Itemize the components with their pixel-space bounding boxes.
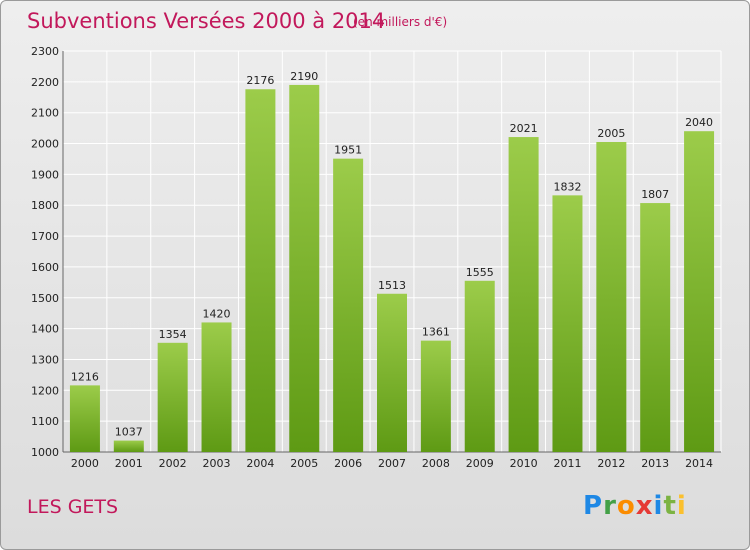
bar-2008 [420, 340, 451, 452]
y-tick-label: 1500 [31, 292, 59, 305]
y-tick-label: 1700 [31, 230, 59, 243]
value-label: 1037 [115, 426, 143, 439]
bar-2009 [464, 280, 495, 452]
bar-2010 [508, 137, 539, 452]
value-label: 1951 [334, 144, 362, 157]
bar-2000 [69, 385, 100, 452]
value-label: 1361 [422, 326, 450, 339]
bar-2004 [245, 89, 276, 452]
value-label: 1216 [71, 370, 99, 383]
commune-name: LES GETS [27, 496, 119, 518]
y-tick-label: 2100 [31, 107, 59, 120]
bar-2005 [289, 84, 320, 452]
x-tick-label: 2001 [115, 457, 143, 470]
x-tick-label: 2013 [641, 457, 669, 470]
value-label: 1513 [378, 279, 406, 292]
x-tick-label: 2012 [597, 457, 625, 470]
x-tick-label: 2002 [159, 457, 187, 470]
y-tick-label: 1200 [31, 384, 59, 397]
bar-2012 [596, 141, 627, 452]
bar-2001 [113, 440, 144, 452]
chart-unit: (en milliers d'€) [353, 15, 448, 29]
y-tick-label: 1000 [31, 446, 59, 459]
x-tick-label: 2014 [685, 457, 713, 470]
value-label: 1354 [159, 328, 187, 341]
y-tick-label: 1600 [31, 261, 59, 274]
value-label: 2021 [510, 122, 538, 135]
value-label: 1420 [203, 307, 231, 320]
x-tick-label: 2006 [334, 457, 362, 470]
y-tick-label: 1300 [31, 353, 59, 366]
bar-2011 [552, 195, 583, 453]
y-tick-label: 1800 [31, 199, 59, 212]
value-label: 2005 [597, 127, 625, 140]
bar-2002 [157, 342, 188, 452]
bar-2013 [640, 203, 671, 452]
bar-2007 [377, 293, 407, 452]
x-tick-label: 2003 [203, 457, 231, 470]
value-labels: 1216 1037 1354 1420 2176 2190 1951 1513 1361 1555… [71, 70, 713, 439]
bar-2014 [684, 131, 715, 452]
y-tick-label: 2000 [31, 138, 59, 151]
y-tick-label: 1100 [31, 415, 59, 428]
chart-title: Subventions Versées 2000 à 2014 [27, 9, 386, 33]
x-tick-label: 2005 [290, 457, 318, 470]
value-label: 1555 [466, 266, 494, 279]
proxiti-logo: Proxiti [583, 491, 687, 521]
y-tick-label: 1900 [31, 168, 59, 181]
x-tick-label: 2009 [466, 457, 494, 470]
x-tick-label: 2000 [71, 457, 99, 470]
value-label: 1807 [641, 188, 669, 201]
tick-labels: 1000 1100 1200 1300 1400 1500 1600 1700 1800 1900… [31, 45, 713, 470]
bars [69, 84, 715, 453]
x-tick-label: 2010 [510, 457, 538, 470]
value-label: 2190 [290, 70, 318, 83]
bar-2003 [201, 322, 232, 452]
value-label: 2040 [685, 116, 713, 129]
y-tick-label: 1400 [31, 323, 59, 336]
x-tick-label: 2004 [246, 457, 274, 470]
y-tick-label: 2300 [31, 45, 59, 58]
bar-2006 [333, 158, 364, 452]
x-tick-label: 2008 [422, 457, 450, 470]
x-tick-label: 2011 [553, 457, 581, 470]
value-label: 1832 [553, 180, 581, 193]
x-tick-label: 2007 [378, 457, 406, 470]
value-label: 2176 [246, 74, 274, 87]
y-tick-label: 2200 [31, 76, 59, 89]
